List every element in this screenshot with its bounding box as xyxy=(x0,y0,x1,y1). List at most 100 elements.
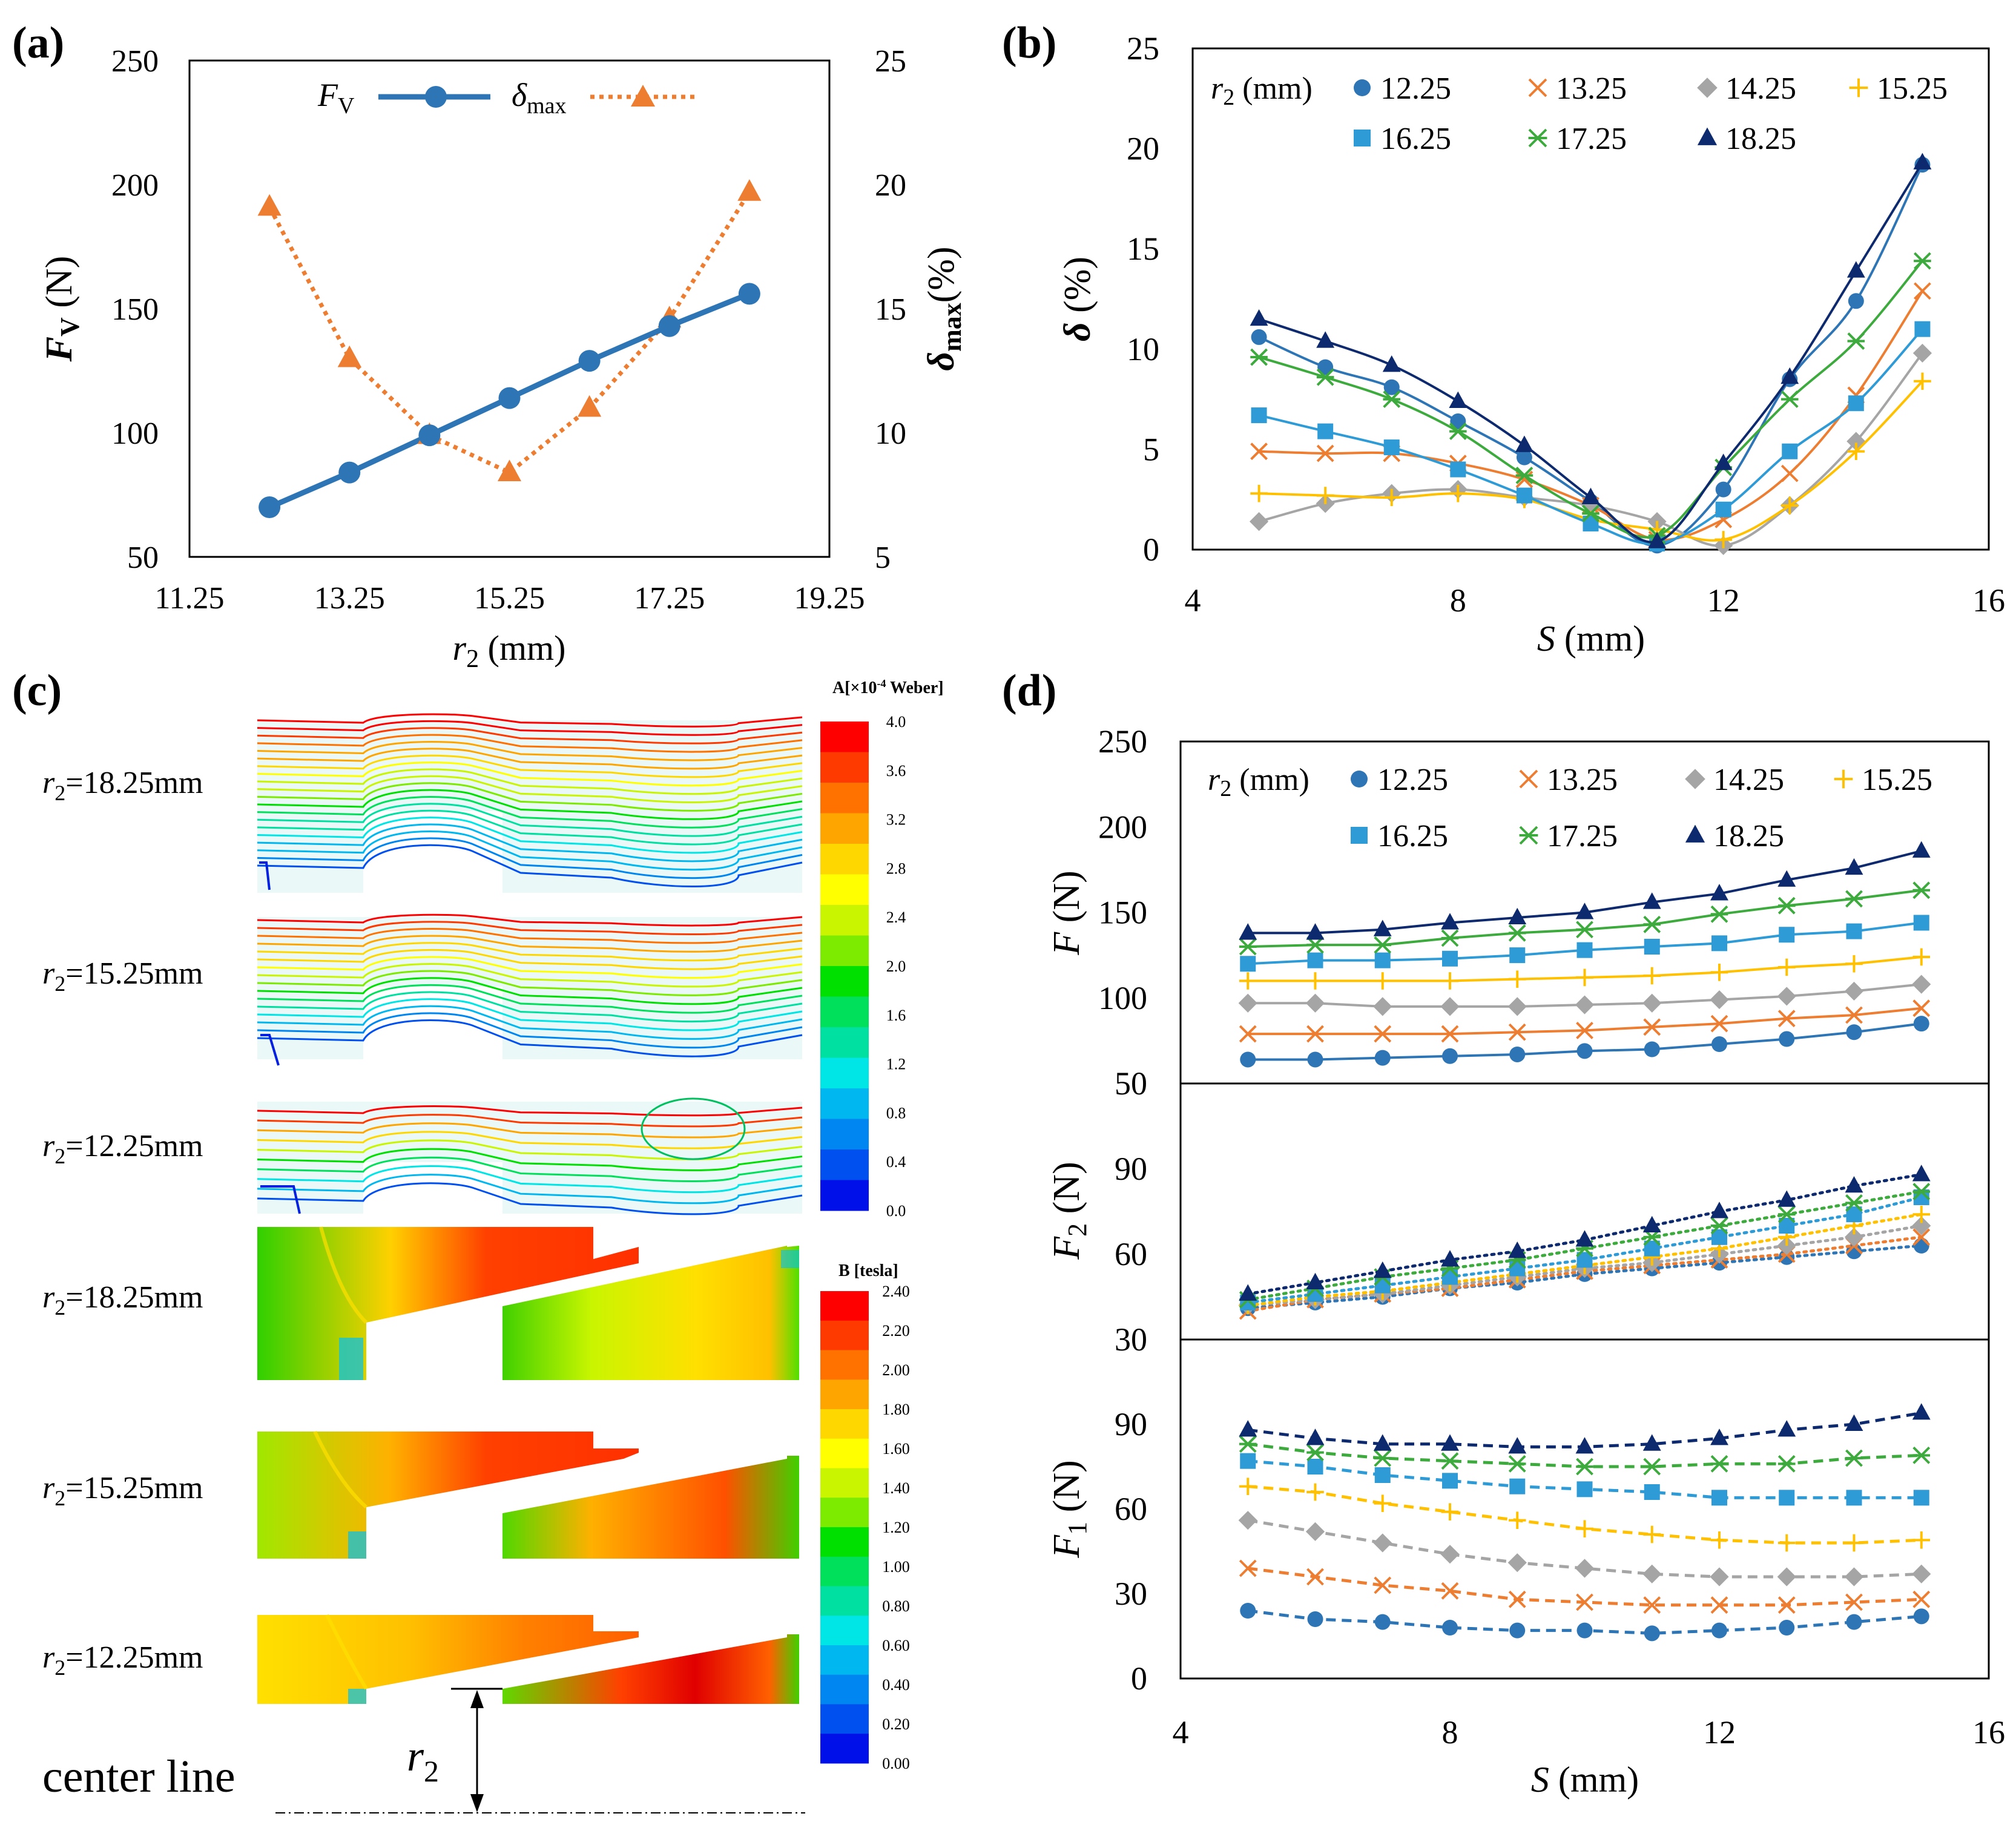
chart-a-ticks: 11.25 13.25 15.25 17.25 19.25 50 100 150 200 250 5… xyxy=(111,44,906,616)
chart-d-point xyxy=(1711,1622,1727,1639)
colorbar-band xyxy=(820,1180,869,1211)
row-label-sub: 2 xyxy=(54,1144,65,1168)
dmax-point xyxy=(578,395,602,417)
fv-point xyxy=(738,283,760,305)
row-label-r: r xyxy=(42,956,55,991)
chart-b-point xyxy=(1516,487,1532,504)
chart-d-point xyxy=(1845,858,1863,875)
chart-d-point xyxy=(1238,993,1257,1013)
chart-d-legend-marker-stroke xyxy=(1519,769,1538,789)
chart-d-point xyxy=(1373,1261,1392,1278)
chart-b-point xyxy=(1450,413,1466,430)
panel-letter-c: (c) xyxy=(12,666,62,715)
chart-d-point-stroke xyxy=(1777,1010,1796,1028)
chart-b-point xyxy=(1914,321,1931,337)
colorbar-tick-label: 0.60 xyxy=(882,1637,910,1654)
chart-d-point xyxy=(1779,1490,1795,1506)
chart-d-point-stroke xyxy=(1374,1576,1392,1594)
chart-d-point xyxy=(1441,1582,1459,1600)
colorbar-tick-label: 1.00 xyxy=(882,1558,910,1576)
chart-d-point xyxy=(1845,1414,1863,1432)
row-label: r2=18.25mm xyxy=(42,1280,203,1320)
chart-d-point-stroke xyxy=(1912,1228,1931,1246)
colorbar-tick-label: 2.20 xyxy=(882,1322,910,1340)
row-label-r: r xyxy=(42,1280,55,1315)
panel-letter-a: (a) xyxy=(12,18,64,68)
chart-d-point xyxy=(1643,1018,1661,1036)
dmax-point xyxy=(337,345,361,367)
chart-d-point xyxy=(1846,923,1862,939)
chart-d-point xyxy=(1777,1010,1796,1028)
chart-b-xtick-label: 8 xyxy=(1450,582,1466,619)
chart-a-ytick-right-label: 15 xyxy=(875,292,906,327)
chart-d-point xyxy=(1844,981,1864,1001)
colorbar-band xyxy=(820,1291,869,1321)
chart-b-legend-marker xyxy=(1528,128,1547,148)
chart-d-point xyxy=(1846,1024,1862,1041)
fv-point xyxy=(498,387,521,409)
chart-b-point xyxy=(1714,453,1733,470)
colorbar-vector-potential: 4.0 3.6 3.2 2.8 2.4 2.0 1.6 1.2 0.8 0.4 0.0 A[×10-4… xyxy=(820,677,944,1220)
colorbar-band xyxy=(820,1027,869,1058)
flux-contour-line xyxy=(257,1165,803,1194)
chart-d-point xyxy=(1845,1534,1863,1552)
chart-d-point xyxy=(1508,1437,1527,1454)
chart-d-point xyxy=(1374,1277,1391,1294)
colorbar-band xyxy=(820,905,869,936)
chart-b-plot-frame xyxy=(1191,47,1990,551)
chart-d-point xyxy=(1509,1046,1526,1062)
chart-d-point xyxy=(1306,1568,1324,1586)
chart-d-point xyxy=(1912,1205,1931,1223)
chart-d-xtick-label: 16 xyxy=(1972,1714,2005,1751)
chart-d-point xyxy=(1644,1041,1660,1057)
chart-b-xtick-label: 12 xyxy=(1707,582,1740,619)
chart-b-xtick-label: 4 xyxy=(1185,582,1201,619)
chart-d: 4 8 12 16 50 100 150 200 250 30 60 90 0 30 60 90 r2 (mm… xyxy=(1046,723,2005,1800)
colorbar-band xyxy=(820,1350,869,1380)
chart-d-point xyxy=(1912,1228,1931,1246)
chart-a-ylabel-left: FV (N) xyxy=(39,256,85,363)
colorbar-band xyxy=(820,1409,869,1439)
chart-d-ytick-label: 250 xyxy=(1098,723,1147,760)
chart-d-point-stroke xyxy=(1576,1593,1593,1611)
chart-d-point xyxy=(1845,955,1863,973)
row-label-sub: 2 xyxy=(54,1486,65,1510)
chart-d-point xyxy=(1576,942,1593,958)
chart-d-point xyxy=(1642,892,1661,909)
chart-a-ytick-right-label: 10 xyxy=(875,416,906,451)
chart-b-series xyxy=(1249,153,1932,555)
fv-point xyxy=(418,424,441,447)
colorbar-band xyxy=(820,874,869,906)
colorbar-tick-label: 1.40 xyxy=(882,1479,910,1497)
flux-contour-line xyxy=(257,1148,803,1171)
panel-letter-b: (b) xyxy=(1002,18,1056,68)
flux-line-plot-12-25 xyxy=(257,1097,803,1215)
row-label: r2=18.25mm xyxy=(42,766,203,805)
chart-b-point xyxy=(1581,487,1600,504)
chart-a-ytick-left-label: 100 xyxy=(111,416,159,451)
chart-a: 11.25 13.25 15.25 17.25 19.25 50 100 150 200 250 5… xyxy=(39,44,967,673)
flux-contour-line xyxy=(257,844,803,887)
chart-d-point xyxy=(1238,1511,1257,1530)
chart-d-point xyxy=(1711,1490,1727,1506)
chart-d-point xyxy=(1777,958,1796,976)
chart-d-point xyxy=(1912,999,1931,1018)
fv-point xyxy=(338,461,361,484)
chart-b-series-line xyxy=(1258,162,1924,544)
chart-b-point xyxy=(1914,282,1931,300)
chart-d-point xyxy=(1374,936,1392,954)
chart-d-point xyxy=(1777,1596,1796,1614)
row-label: r2=15.25mm xyxy=(42,1471,203,1510)
chart-d-point xyxy=(1441,972,1459,990)
chart-a-xtick-label: 11.25 xyxy=(154,581,224,616)
chart-b-point xyxy=(1383,390,1401,409)
row-label-r: r xyxy=(42,1471,55,1505)
chart-d-point xyxy=(1912,1446,1931,1464)
flux-density-plot-18-25 xyxy=(257,1226,799,1380)
colorbar-band xyxy=(820,1616,869,1646)
flux-contour-line xyxy=(257,734,803,753)
flux-contour-line xyxy=(257,956,803,979)
chart-d-point xyxy=(1845,1194,1863,1212)
chart-d-ytick-label: 100 xyxy=(1098,980,1147,1016)
chart-d-point xyxy=(1845,1449,1863,1467)
